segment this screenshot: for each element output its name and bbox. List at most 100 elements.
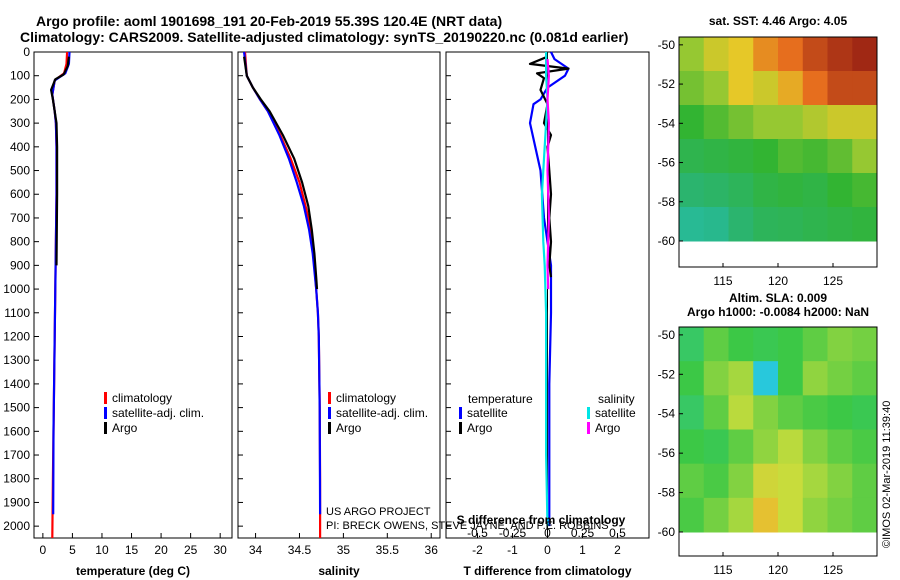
temperature-xtick-label: 25: [184, 543, 198, 557]
sla-map-ytick-label: -52: [658, 367, 676, 381]
sla-map-cell: [753, 497, 779, 533]
sst-map-cell: [827, 105, 853, 140]
difference-top-tick-label: -0.25: [499, 526, 527, 540]
sla-map-cell: [827, 497, 853, 533]
difference-top-tick-label: 0.25: [571, 526, 595, 540]
sst-map-cell: [703, 71, 729, 106]
difference-xtick-label: -1: [507, 543, 518, 557]
sla-map-cell: [852, 327, 878, 362]
difference-series-line-3: [546, 59, 551, 290]
salinity-series-line-2: [243, 56, 319, 290]
difference-xtick-label: 2: [614, 543, 621, 557]
sla-map-panel: -50 -52 -54 -56 -58 -60 115 120 125 Altim. SLA: 0…: [658, 291, 878, 577]
sla-map-cell: [778, 497, 804, 533]
difference-series-line-0: [528, 51, 570, 527]
project-credit: US ARGO PROJECT: [326, 506, 431, 518]
temperature-ytick-label: 1600: [3, 424, 30, 438]
difference-legend-salinity-title: salinity: [598, 392, 635, 406]
temperature-ytick-label: 1000: [3, 282, 30, 296]
sst-map-cell: [679, 71, 705, 106]
difference-panel: -2 -1 0 1 2 T difference from climatology temp…: [445, 51, 650, 578]
difference-legend-s-label-1: Argo: [595, 421, 621, 435]
sst-map-cell: [753, 173, 779, 208]
sst-map-cell: [827, 173, 853, 208]
salinity-xtick-label: 34.5: [288, 543, 312, 557]
sst-map-cell: [852, 37, 878, 72]
salinity-legend-label-0: climatology: [336, 391, 396, 405]
sla-map-cell: [802, 463, 828, 499]
temperature-ytick-label: 1400: [3, 377, 30, 391]
sla-map-cell: [852, 429, 878, 465]
sla-map-cell: [827, 395, 853, 430]
temperature-ytick-label: 800: [10, 235, 30, 249]
sla-map-cell: [703, 429, 729, 465]
sst-map-cell: [802, 173, 828, 208]
sst-map-cell: [778, 173, 804, 208]
sla-map-cell: [852, 361, 878, 396]
difference-top-tick-label: -0.5: [467, 526, 488, 540]
salinity-xtick-label: 35.5: [376, 543, 400, 557]
figure-title-line1: Argo profile: aoml 1901698_191 20-Feb-20…: [36, 13, 502, 29]
sla-map-cell: [679, 497, 705, 533]
salinity-panel: 34 34.5 35 35.5 36 salinity climatologysatelli…: [237, 51, 441, 578]
sla-map-cell: [728, 327, 754, 362]
difference-legend-t-swatch-0: [459, 407, 462, 419]
sla-map-cell: [852, 497, 878, 533]
salinity-xtick-label: 36: [425, 543, 439, 557]
sla-map-cell: [778, 361, 804, 396]
temperature-series-line-2: [49, 56, 70, 266]
sst-map-cell: [778, 207, 804, 242]
salinity-x-axis-label: salinity: [318, 564, 360, 578]
salinity-plot-frame: [237, 51, 441, 539]
sst-map-xtick-label: 120: [768, 274, 788, 288]
sla-map-cell: [778, 327, 804, 362]
sla-map-subtitle: Argo h1000: -0.0084 h2000: NaN: [687, 305, 869, 319]
sst-map-title: sat. SST: 4.46 Argo: 4.05: [709, 14, 848, 28]
pi-credit: PI: BRECK OWENS, STEVE JAYNE, AND P.E. R…: [326, 520, 609, 532]
difference-legend-t-label-1: Argo: [467, 421, 493, 435]
temperature-ytick-label: 300: [10, 116, 30, 130]
sla-map-cell: [703, 327, 729, 362]
sla-map-cell: [679, 395, 705, 430]
figure-title-line2: Climatology: CARS2009. Satellite-adjuste…: [20, 29, 628, 45]
sla-map-cell: [703, 395, 729, 430]
temperature-ytick-label: 1900: [3, 495, 30, 509]
sst-map-cell: [802, 139, 828, 174]
sst-map-cell: [728, 71, 754, 106]
temperature-ytick-label: 1300: [3, 353, 30, 367]
temperature-legend-label-2: Argo: [112, 421, 138, 435]
sst-map-cell: [827, 71, 853, 106]
sst-map-cell: [753, 105, 779, 140]
sla-map-cell: [703, 497, 729, 533]
temperature-ytick-label: 1700: [3, 448, 30, 462]
temperature-xtick-label: 20: [154, 543, 168, 557]
temperature-panel: 0 5 10 15 20 25 300100200300400500600700800900…: [3, 45, 233, 578]
temperature-xtick-label: 10: [95, 543, 109, 557]
sst-map-cell: [679, 105, 705, 140]
salinity-legend-swatch-1: [328, 407, 331, 419]
sst-map-cell: [703, 207, 729, 242]
sst-map-ytick-label: -50: [658, 38, 676, 52]
difference-legend-s-label-0: satellite: [595, 406, 636, 420]
difference-legend-s-swatch-0: [587, 407, 590, 419]
sla-map-cell: [753, 395, 779, 430]
sst-map-cell: [728, 37, 754, 72]
salinity-legend-label-1: satellite-adj. clim.: [336, 406, 428, 420]
temperature-xtick-label: 30: [213, 543, 227, 557]
difference-legend-s-swatch-1: [587, 422, 590, 434]
sst-map-cell: [703, 37, 729, 72]
temperature-plot-frame: [33, 51, 233, 539]
salinity-legend-swatch-0: [328, 392, 331, 404]
temperature-ytick-label: 0: [23, 45, 30, 59]
temperature-ytick-label: 400: [10, 140, 30, 154]
sst-map-ytick-label: -56: [658, 156, 676, 170]
sla-map-ytick-label: -54: [658, 407, 676, 421]
temperature-ytick-label: 500: [10, 164, 30, 178]
sla-map-cell: [703, 361, 729, 396]
sst-map-cell: [852, 139, 878, 174]
temperature-xtick-label: 5: [69, 543, 76, 557]
sst-map-ytick-label: -52: [658, 77, 676, 91]
temperature-legend-swatch-0: [104, 392, 107, 404]
sla-map-cell: [679, 361, 705, 396]
sst-map-cell: [778, 139, 804, 174]
